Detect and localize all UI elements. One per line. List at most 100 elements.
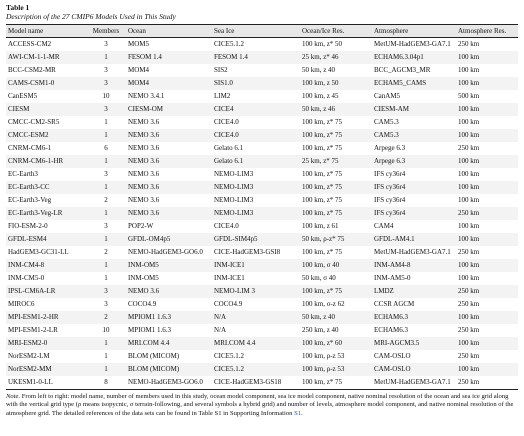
table-row: EC-Earth3 3 NEMO 3.6 NEMO-LIM3 100 km, z* 75… bbox=[6, 168, 518, 181]
table-cell: CNRM-CM6-1-HR bbox=[8, 157, 64, 165]
table-cell: CICE4 bbox=[214, 105, 234, 113]
table-cell: 100 km, z* 75 bbox=[302, 287, 343, 295]
table-cell: EC-Earth3 bbox=[8, 170, 38, 178]
table-cell: NEMO 3.6 bbox=[128, 118, 160, 126]
table-cell: ECHAM6.3.04p1 bbox=[374, 53, 424, 61]
table-cell: CAM-OSLO bbox=[374, 352, 411, 360]
table-cell: 3 bbox=[104, 287, 108, 295]
table-row: MPI-ESM1-2-HR 2 MPIOM1 1.6.3 N/A 50 km, z 40… bbox=[6, 311, 518, 324]
table-cell: 100 km bbox=[458, 170, 480, 178]
table-cell: N/A bbox=[214, 326, 227, 334]
table-cell: MOM5 bbox=[128, 40, 150, 48]
table-row: UKESM1-0-LL 8 NEMO-HadGEM3-GO6.0 CICE-HadGE… bbox=[6, 376, 518, 390]
table-cell: 2 bbox=[104, 196, 108, 204]
table-cell: GFDL-OM4p5 bbox=[128, 235, 171, 243]
table-cell: 1 bbox=[104, 274, 108, 282]
table-cell: 100 km bbox=[458, 274, 480, 282]
table-row: INM-CM5-0 1 INM-OM5 INM-ICE1 50 km, σ 40 INM-… bbox=[6, 272, 518, 285]
table-cell: 3 bbox=[104, 66, 108, 74]
note-label: Note. bbox=[6, 393, 21, 400]
table-cell: 1 bbox=[104, 53, 108, 61]
table-row: EC-Earth3-Veg 2 NEMO 3.6 NEMO-LIM3 100 km, z… bbox=[6, 194, 518, 207]
table-cell: 100 km, z* 75 bbox=[300, 376, 372, 390]
table-cell: NEMO 3.4.1 bbox=[128, 92, 165, 100]
table-cell: 100 km, z* 75 bbox=[302, 183, 343, 191]
header-row: Model name Members Ocean Sea Ice Ocean/Ice R… bbox=[6, 24, 518, 38]
table-cell: 10 bbox=[102, 326, 110, 334]
table-cell: COCO4.9 bbox=[214, 300, 243, 308]
table-cell: 100 km, z* 75 bbox=[302, 248, 343, 256]
table-cell: CAM-OSLO bbox=[374, 365, 411, 373]
table-cell: CICE5.1.2 bbox=[214, 365, 244, 373]
table-cell: CICE4.0 bbox=[214, 222, 239, 230]
note: Note. From left to right: model name, nu… bbox=[6, 393, 518, 418]
table-cell: 100 km, ρ-z 53 bbox=[302, 365, 345, 373]
table-cell: 500 km bbox=[458, 92, 480, 100]
table-row: INM-CM4-8 1 INM-OM5 INM-ICE1 100 km, σ 40 INM… bbox=[6, 259, 518, 272]
table-cell: FESOM 1.4 bbox=[214, 53, 248, 61]
table-cell: 100 km bbox=[458, 222, 480, 230]
table-cell: 100 km bbox=[458, 196, 480, 204]
table-cell: 100 km bbox=[458, 261, 480, 269]
table-cell: NEMO 3.6 bbox=[128, 209, 160, 217]
table-cell: CMCC-ESM2 bbox=[8, 131, 49, 139]
note-link[interactable]: S1 bbox=[294, 409, 302, 417]
table-cell: NEMO 3.6 bbox=[128, 196, 160, 204]
table-cell: 1 bbox=[104, 235, 108, 243]
table-cell: INM-ICE1 bbox=[214, 261, 245, 269]
table-cell: 1 bbox=[104, 365, 108, 373]
table-cell: MetUM-HadGEM3-GA7.1 bbox=[374, 40, 451, 48]
table-cell: IFS cy36r4 bbox=[374, 209, 406, 217]
table-cell: Gelato 6.1 bbox=[214, 157, 244, 165]
table-cell: NEMO-LIM3 bbox=[214, 196, 254, 204]
table-cell: EC-Earth3-Veg bbox=[8, 196, 52, 204]
table-cell: 100 km, z* 75 bbox=[302, 209, 343, 217]
table-cell: 100 km bbox=[458, 79, 480, 87]
table-row: FIO-ESM-2-0 3 POP2-W CICE4.0 100 km, z 61 CAM… bbox=[6, 220, 518, 233]
note-text: From left to right: model name, number o… bbox=[6, 393, 514, 417]
table-cell: 100 km, z 61 bbox=[302, 222, 339, 230]
table-cell: ECHAM6.3 bbox=[374, 313, 409, 321]
table-cell: 3 bbox=[104, 300, 108, 308]
table-cell: 250 km bbox=[458, 300, 480, 308]
table-cell: NEMO 3.6 bbox=[128, 144, 160, 152]
table-cell: NEMO-HadGEM3-GO6.0 bbox=[128, 248, 203, 256]
table-row: NorESM2-LM 1 BLOM (MICOM) CICE5.1.2 100 km, … bbox=[6, 350, 518, 363]
table-cell: MOM4 bbox=[128, 66, 150, 74]
table-cell: MetUM-HadGEM3-GA7.1 bbox=[372, 376, 456, 390]
table-cell: 100 km bbox=[458, 131, 480, 139]
column-header: Ocean bbox=[126, 24, 212, 38]
table-cell: NEMO 3.6 bbox=[128, 131, 160, 139]
table-cell: INM-OM5 bbox=[128, 261, 159, 269]
table-cell: NEMO-LIM3 bbox=[214, 209, 254, 217]
table-cell: 50 km, z 40 bbox=[302, 66, 336, 74]
table-cell: 1 bbox=[104, 209, 108, 217]
table-cell: 100 km bbox=[458, 118, 480, 126]
table-cell: MPIOM1 1.6.3 bbox=[128, 326, 171, 334]
table-cell: ECHAM6.3 bbox=[374, 326, 409, 334]
table-cell: 250 km bbox=[458, 352, 480, 360]
table-cell: CAMS-CSM1-0 bbox=[8, 79, 55, 87]
table-row: EC-Earth3-CC 1 NEMO 3.6 NEMO-LIM3 100 km, z*… bbox=[6, 181, 518, 194]
table-cell: 3 bbox=[104, 105, 108, 113]
table-cell: NEMO-LIM3 bbox=[214, 170, 254, 178]
table-cell: LIM2 bbox=[214, 92, 231, 100]
table-cell: 250 km, z 40 bbox=[302, 326, 339, 334]
table-cell: 250 km bbox=[458, 287, 480, 295]
table-cell: CICE-HadGEM3-GSI8 bbox=[214, 248, 281, 256]
table-cell: INM-AM5-0 bbox=[374, 274, 411, 282]
table-cell: ACCESS-CM2 bbox=[8, 40, 52, 48]
table-cell: 6 bbox=[104, 144, 108, 152]
table-cell: 100 km, z* 75 bbox=[302, 118, 343, 126]
table-cell: 3 bbox=[104, 170, 108, 178]
table: Model name Members Ocean Sea Ice Ocean/Ice R… bbox=[6, 24, 518, 390]
table-cell: NEMO-LIM 3 bbox=[214, 287, 256, 295]
table-cell: 100 km, z* 60 bbox=[302, 339, 343, 347]
table-body: ACCESS-CM2 3 MOM5 CICE5.1.2 100 km, z* 50 Met… bbox=[6, 38, 518, 390]
table-cell: MRI-AGCM3.5 bbox=[374, 339, 420, 347]
table-cell: 100 km bbox=[458, 157, 480, 165]
table-cell: MRI.COM 4.4 bbox=[128, 339, 170, 347]
table-cell: FIO-ESM-2-0 bbox=[8, 222, 48, 230]
column-header: Atmosphere Res. bbox=[456, 24, 518, 38]
table-cell: 100 km, z* 75 bbox=[302, 144, 343, 152]
